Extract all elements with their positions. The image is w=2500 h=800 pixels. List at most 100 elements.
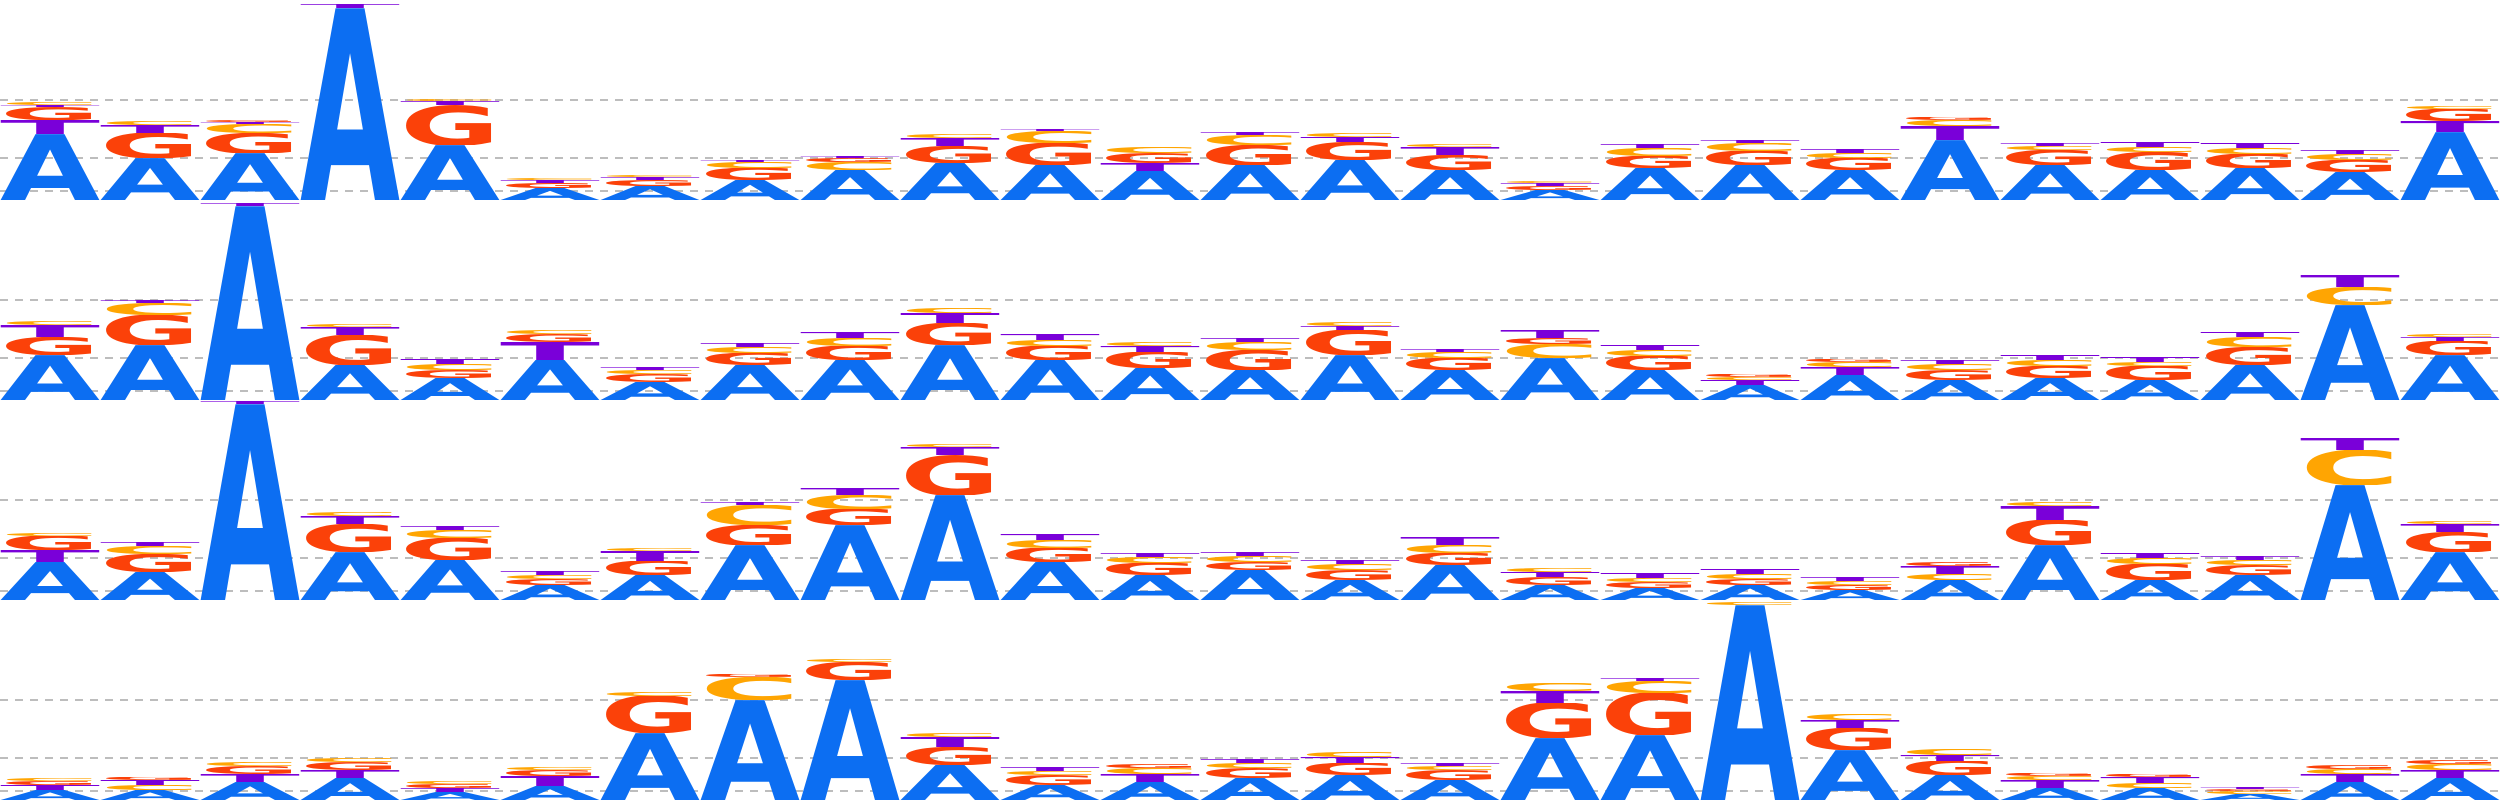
svg-text:A: A [1300, 160, 1400, 200]
base-letter-T: T [300, 516, 400, 524]
svg-text:C: C [2200, 791, 2300, 794]
base-letter-A: A [800, 680, 900, 800]
base-letter-G: G [700, 168, 800, 180]
svg-text:A: A [400, 145, 500, 200]
svg-text:T: T [700, 160, 800, 162]
base-letter-A: A [2400, 552, 2500, 600]
base-letter-A: A [1700, 385, 1800, 400]
base-letter-T: T [1400, 147, 1500, 155]
base-letter-A: A [2300, 782, 2400, 800]
base-letter-C: C [1000, 340, 1100, 346]
svg-text:T: T [900, 313, 1000, 323]
svg-text:G: G [600, 374, 700, 382]
base-letter-A: A [700, 545, 800, 600]
base-letter-T: T [400, 788, 500, 792]
svg-text:T: T [2200, 143, 2300, 148]
base-letter-A: A [1100, 782, 1200, 800]
svg-text:T: T [1500, 572, 1600, 577]
base-letter-A: A [1900, 380, 2000, 400]
svg-text:T: T [1600, 345, 1700, 350]
svg-text:G: G [700, 168, 800, 180]
base-letter-C: C [100, 303, 200, 315]
base-letter-T: T [300, 770, 400, 778]
svg-text:T: T [2200, 787, 2300, 789]
base-letter-T: T [1600, 678, 1700, 681]
gridline [0, 190, 2500, 192]
base-letter-C: C [1300, 322, 1400, 326]
base-letter-A: A [1200, 165, 1300, 200]
base-letter-G: G [600, 696, 700, 733]
base-letter-G: G [400, 370, 500, 378]
base-letter-T: T [2400, 524, 2500, 532]
base-letter-T: T [100, 125, 200, 133]
svg-text:G: G [500, 579, 600, 585]
base-letter-C: C [1800, 153, 1900, 158]
base-letter-A: A [2200, 575, 2300, 600]
base-letter-G: G [2200, 154, 2300, 168]
base-letter-T: T [1300, 757, 1400, 763]
base-letter-C: C [1700, 143, 1800, 151]
svg-text:C: C [1700, 143, 1800, 151]
svg-text:G: G [1900, 117, 2000, 120]
svg-text:T: T [300, 327, 400, 335]
svg-text:G: G [1400, 155, 1500, 170]
base-letter-A: A [500, 786, 600, 800]
svg-text:A: A [1600, 735, 1700, 800]
svg-text:G: G [1100, 153, 1200, 163]
svg-text:C: C [2200, 148, 2300, 154]
svg-text:T: T [1000, 534, 1100, 540]
svg-text:G: G [100, 133, 200, 158]
svg-text:T: T [1800, 577, 1900, 581]
base-letter-A: A [2100, 170, 2200, 200]
base-letter-C: C [1200, 342, 1300, 350]
svg-text:T: T [1300, 137, 1400, 142]
svg-text:A: A [1400, 565, 1500, 600]
svg-text:C: C [500, 767, 600, 770]
svg-text:G: G [2100, 774, 2200, 777]
svg-text:G: G [2000, 150, 2100, 165]
base-letter-A: A [1600, 735, 1700, 800]
svg-text:C: C [700, 505, 800, 525]
svg-text:G: G [1200, 562, 1300, 570]
svg-text:A: A [2300, 485, 2400, 600]
svg-text:C: C [1100, 147, 1200, 153]
svg-text:C: C [2100, 783, 2200, 788]
svg-text:G: G [1500, 577, 1600, 585]
svg-text:T: T [1600, 573, 1700, 578]
base-letter-C: C [2300, 287, 2400, 305]
svg-text:C: C [1400, 545, 1500, 553]
base-letter-A: A [1600, 168, 1700, 200]
svg-text:C: C [900, 134, 1000, 138]
svg-text:T: T [2300, 150, 2400, 154]
base-letter-T: T [2000, 143, 2100, 146]
base-letter-G: G [1700, 151, 1800, 165]
svg-text:G: G [2200, 565, 2300, 575]
svg-text:A: A [2100, 580, 2200, 600]
svg-text:A: A [1000, 562, 1100, 600]
base-letter-A: A [400, 145, 500, 200]
base-letter-G: G [1700, 579, 1800, 585]
base-letter-G: G [2300, 765, 2400, 769]
base-letter-G: G [2000, 520, 2100, 545]
svg-text:G: G [2000, 773, 2100, 776]
gridline [0, 557, 2500, 559]
base-letter-T: T [1600, 345, 1700, 350]
base-letter-T: T [1300, 137, 1400, 142]
svg-text:A: A [1600, 588, 1700, 600]
base-letter-C: C [1400, 545, 1500, 553]
base-letter-C: C [2000, 360, 2100, 366]
svg-text:A: A [1100, 368, 1200, 400]
base-letter-G: G [700, 525, 800, 545]
svg-text:C: C [1500, 568, 1600, 572]
svg-text:T: T [300, 770, 400, 778]
svg-text:C: C [100, 785, 200, 790]
base-letter-A: A [1100, 171, 1200, 200]
svg-text:T: T [0, 325, 100, 337]
base-letter-C: C [1400, 352, 1500, 358]
base-letter-T: T [1200, 338, 1300, 342]
svg-text:C: C [200, 124, 300, 133]
svg-text:G: G [1800, 585, 1900, 590]
svg-text:G: G [0, 536, 100, 550]
svg-text:A: A [1600, 370, 1700, 400]
base-letter-A: A [2300, 485, 2400, 600]
